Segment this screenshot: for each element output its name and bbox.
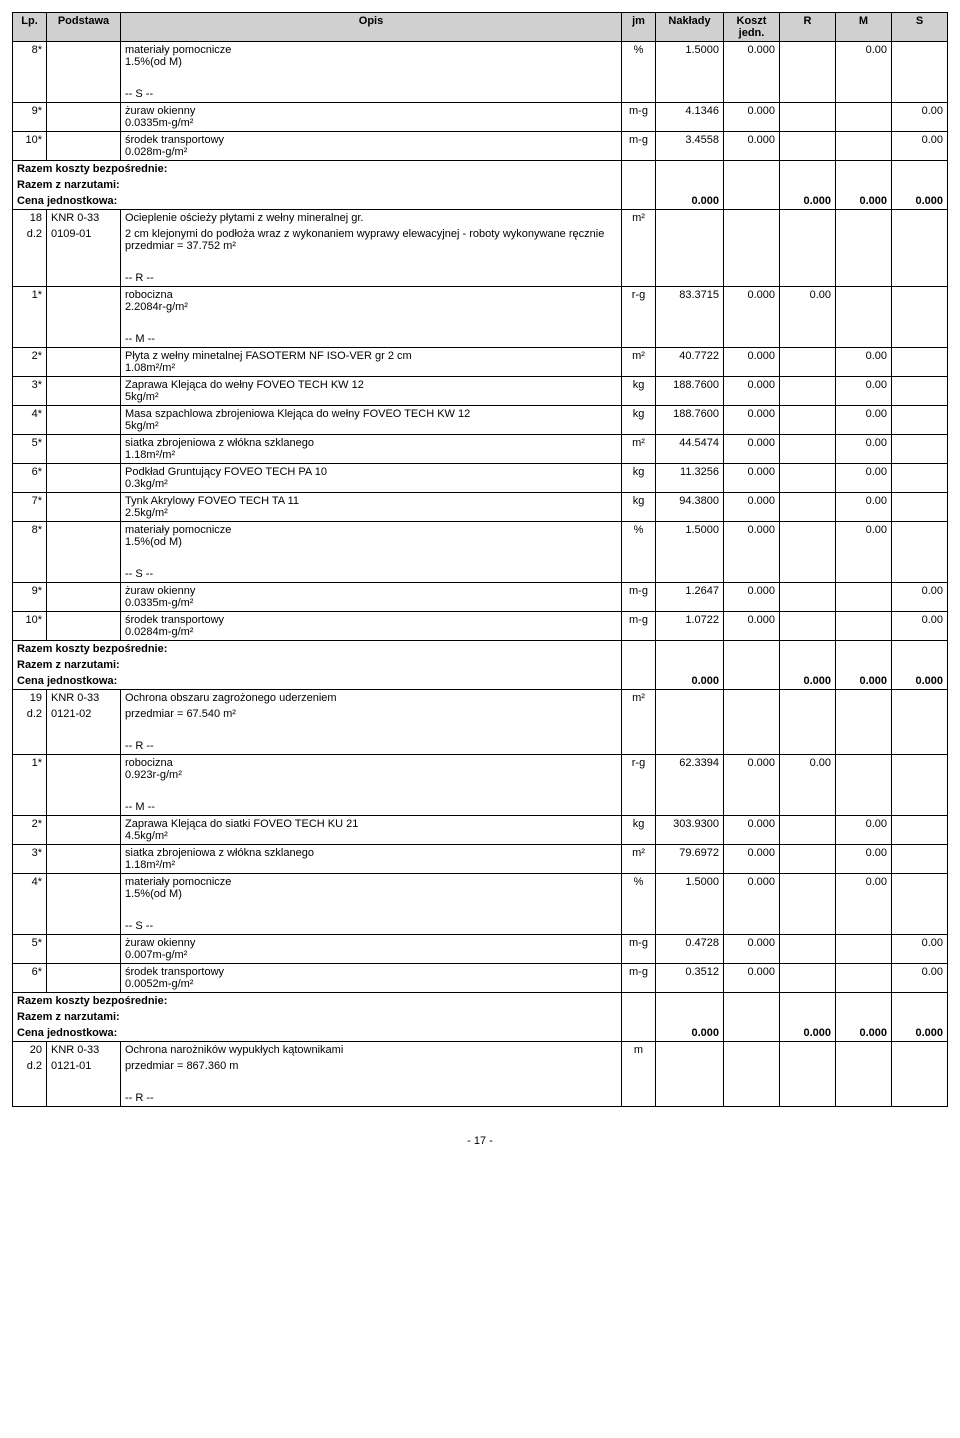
summary-row: Razem koszty bezpośrednie:: [13, 641, 948, 658]
table-body: 8*materiały pomocnicze1.5%(od M)%1.50000…: [13, 42, 948, 1107]
table-row: 8*materiały pomocnicze1.5%(od M)%1.50000…: [13, 522, 948, 551]
spacer-row: [13, 722, 948, 738]
spacer-row: [13, 783, 948, 799]
separator-row: -- S --: [13, 86, 948, 103]
summary-row: Razem koszty bezpośrednie:: [13, 993, 948, 1010]
separator-row: -- M --: [13, 331, 948, 348]
spacer-row: [13, 1074, 948, 1090]
th-naklady: Nakłady: [656, 13, 724, 42]
th-lp: Lp.: [13, 13, 47, 42]
table-row: 1*robocizna0.923r-g/m²r-g62.33940.0000.0…: [13, 755, 948, 784]
table-row: 7*Tynk Akrylowy FOVEO TECH TA 112.5kg/m²…: [13, 493, 948, 522]
table-row: 10*środek transportowy0.028m-g/m²m-g3.45…: [13, 132, 948, 161]
table-row: 4*materiały pomocnicze1.5%(od M)%1.50000…: [13, 874, 948, 903]
separator-row: -- R --: [13, 1090, 948, 1107]
summary-row: Razem z narzutami:: [13, 177, 948, 193]
separator-row: -- R --: [13, 270, 948, 287]
th-r: R: [780, 13, 836, 42]
summary-row: Razem z narzutami:: [13, 1009, 948, 1025]
table-row: d.20121-01przedmiar = 867.360 m: [13, 1058, 948, 1074]
table-row: 1*robocizna2.2084r-g/m²r-g83.37150.0000.…: [13, 287, 948, 316]
table-header: Lp. Podstawa Opis jm Nakłady Koszt jedn.…: [13, 13, 948, 42]
separator-row: -- M --: [13, 799, 948, 816]
table-row: 4*Masa szpachlowa zbrojeniowa Klejąca do…: [13, 406, 948, 435]
table-row: 8*materiały pomocnicze1.5%(od M)%1.50000…: [13, 42, 948, 71]
separator-row: -- R --: [13, 738, 948, 755]
table-row: d.20109-012 cm klejonymi do podłoża wraz…: [13, 226, 948, 254]
table-row: 10*środek transportowy0.0284m-g/m²m-g1.0…: [13, 612, 948, 641]
spacer-row: [13, 902, 948, 918]
separator-row: -- S --: [13, 566, 948, 583]
spacer-row: [13, 550, 948, 566]
th-podstawa: Podstawa: [47, 13, 121, 42]
table-row: 2*Zaprawa Klejąca do siatki FOVEO TECH K…: [13, 816, 948, 845]
table-row: d.20121-02przedmiar = 67.540 m²: [13, 706, 948, 722]
summary-row: Cena jednostkowa:0.0000.0000.0000.000: [13, 193, 948, 210]
th-m: M: [836, 13, 892, 42]
spacer-row: [13, 315, 948, 331]
separator-row: -- S --: [13, 918, 948, 935]
table-row: 5*siatka zbrojeniowa z włókna szklanego1…: [13, 435, 948, 464]
table-row: 5*żuraw okienny0.007m-g/m²m-g0.47280.000…: [13, 935, 948, 964]
page-footer: - 17 -: [12, 1135, 948, 1147]
table-row: 3*siatka zbrojeniowa z włókna szklanego1…: [13, 845, 948, 874]
summary-row: Razem koszty bezpośrednie:: [13, 161, 948, 178]
summary-row: Cena jednostkowa:0.0000.0000.0000.000: [13, 1025, 948, 1042]
table-row: 18KNR 0-33Ocieplenie ościeży płytami z w…: [13, 210, 948, 227]
th-jm: jm: [622, 13, 656, 42]
table-row: 20KNR 0-33Ochrona narożników wypukłych k…: [13, 1042, 948, 1059]
table-row: 9*żuraw okienny0.0335m-g/m²m-g1.26470.00…: [13, 583, 948, 612]
th-s: S: [892, 13, 948, 42]
table-row: 6*środek transportowy0.0052m-g/m²m-g0.35…: [13, 964, 948, 993]
table-row: 9*żuraw okienny0.0335m-g/m²m-g4.13460.00…: [13, 103, 948, 132]
table-row: 19KNR 0-33Ochrona obszaru zagrożonego ud…: [13, 690, 948, 707]
table-row: 2*Płyta z wełny minetalnej FASOTERM NF I…: [13, 348, 948, 377]
cost-estimate-table: Lp. Podstawa Opis jm Nakłady Koszt jedn.…: [12, 12, 948, 1107]
spacer-row: [13, 70, 948, 86]
summary-row: Cena jednostkowa:0.0000.0000.0000.000: [13, 673, 948, 690]
th-opis: Opis: [121, 13, 622, 42]
table-row: 3*Zaprawa Klejąca do wełny FOVEO TECH KW…: [13, 377, 948, 406]
spacer-row: [13, 254, 948, 270]
table-row: 6*Podkład Gruntujący FOVEO TECH PA 100.3…: [13, 464, 948, 493]
th-koszt-jedn: Koszt jedn.: [724, 13, 780, 42]
summary-row: Razem z narzutami:: [13, 657, 948, 673]
